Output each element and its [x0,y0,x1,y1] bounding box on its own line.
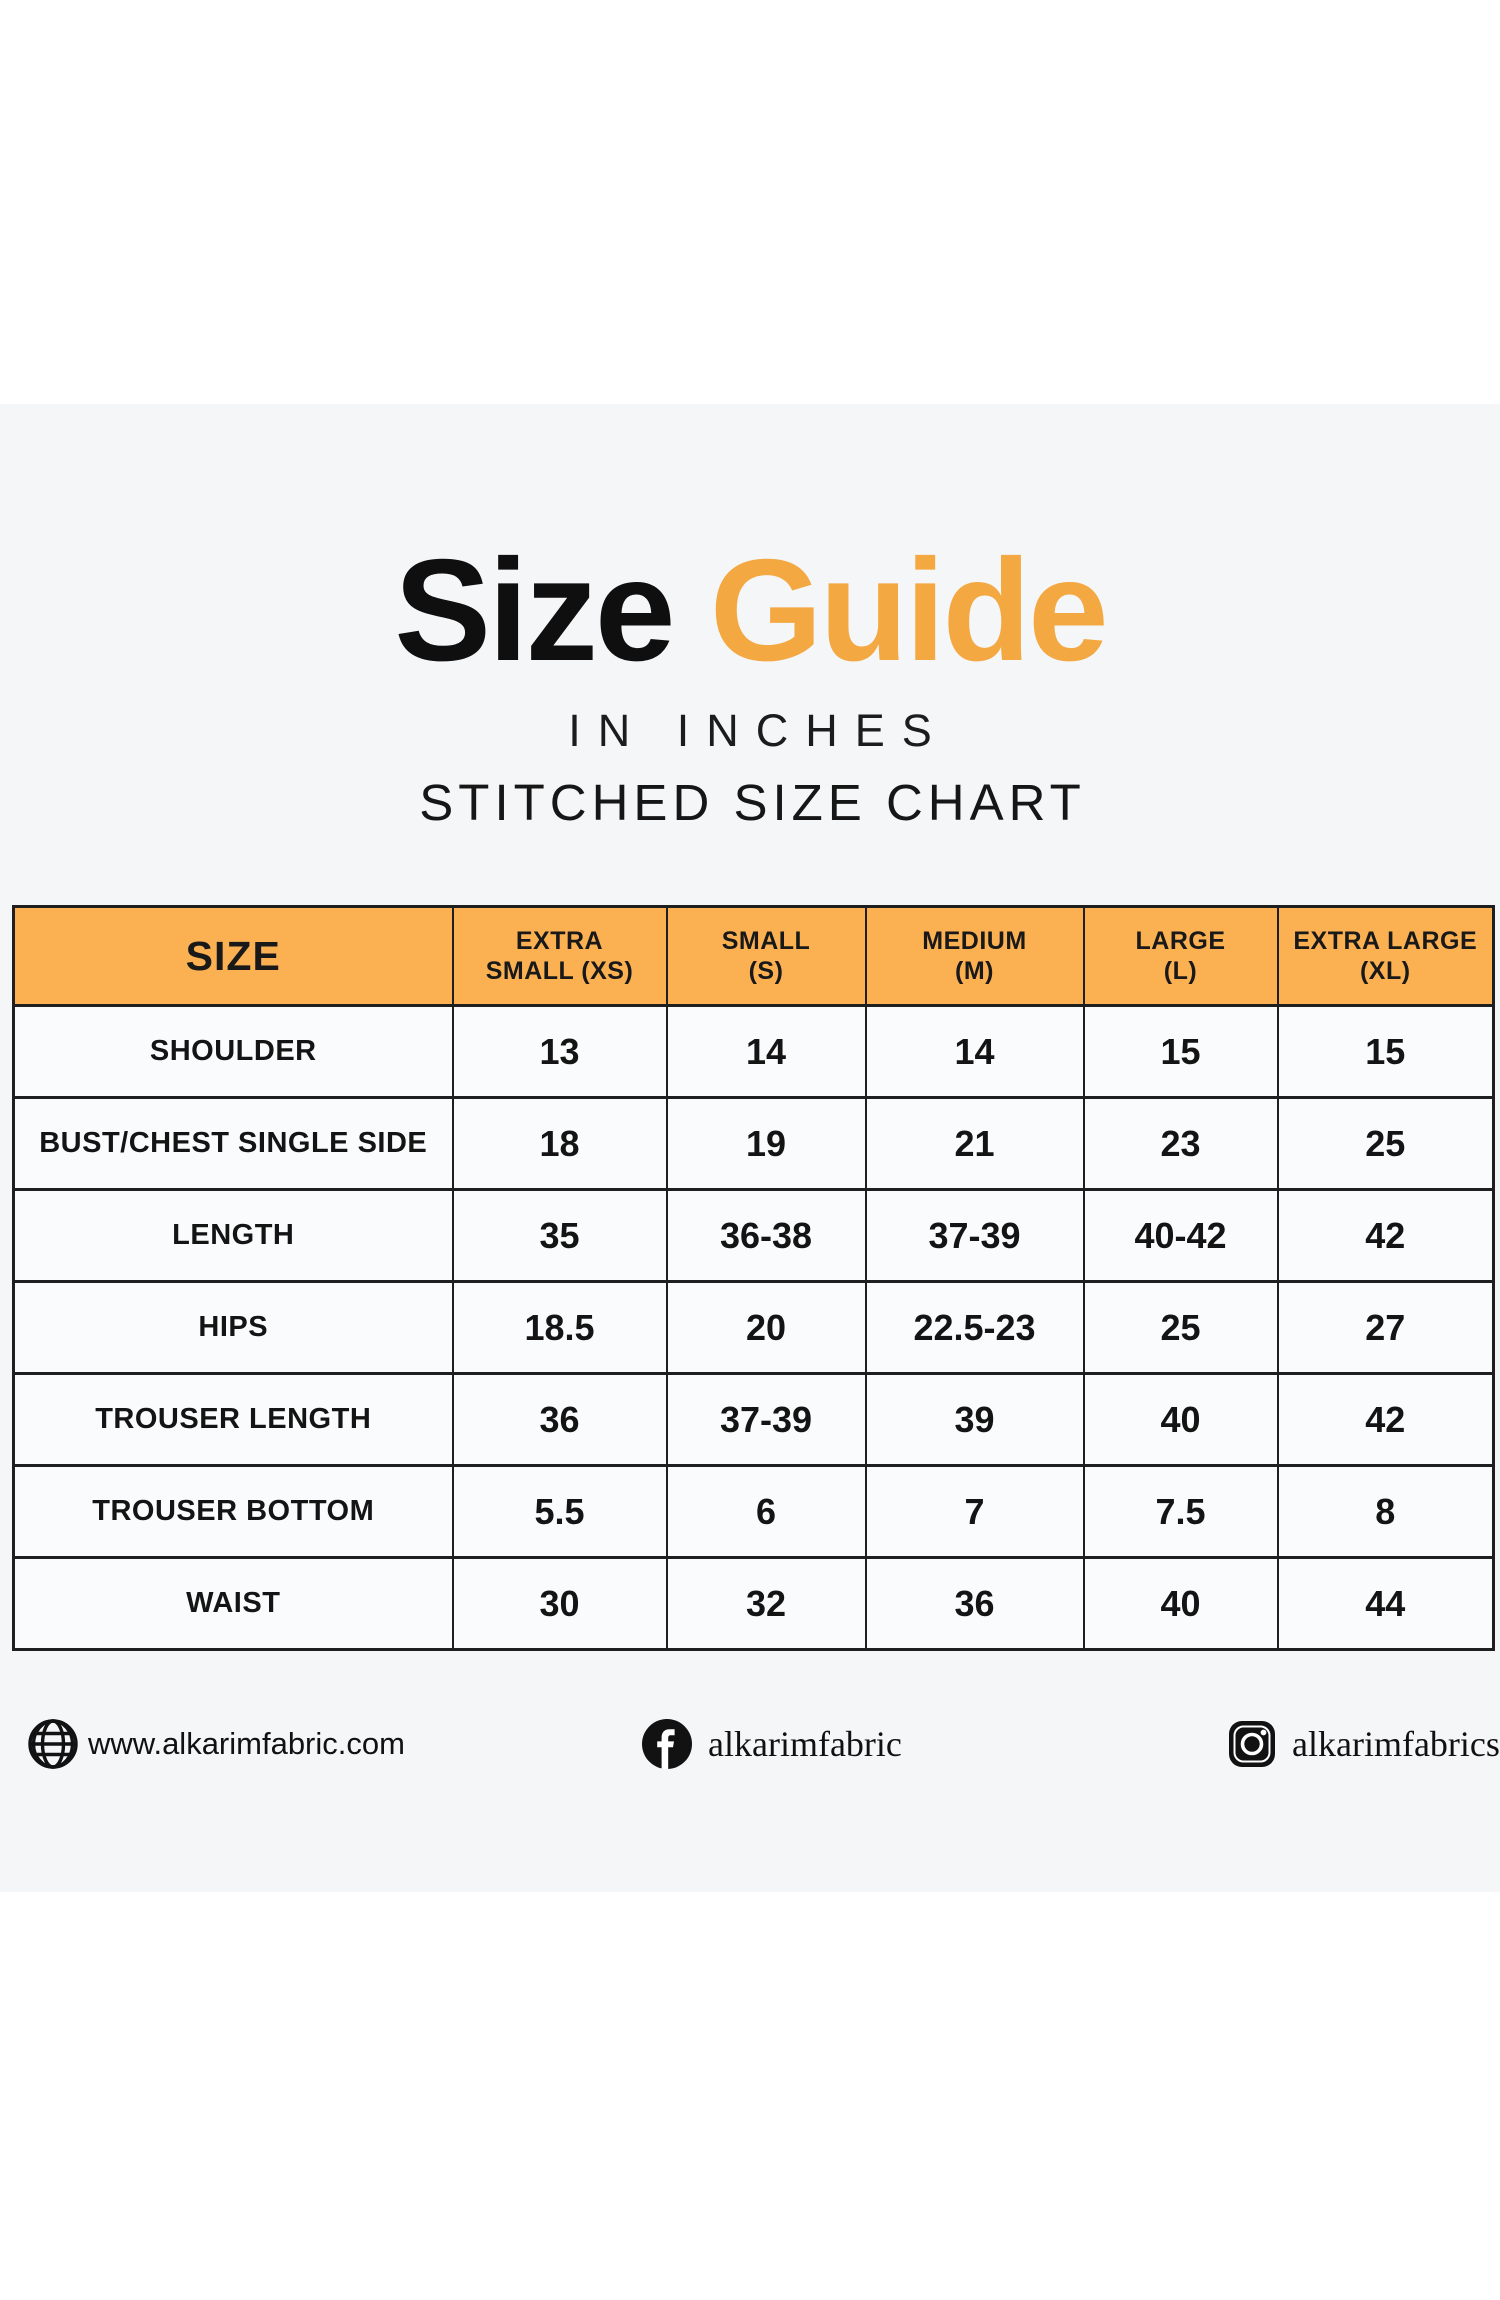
size-value: 40 [1082,1556,1279,1651]
size-value: 36 [451,1372,668,1467]
website-url: www.alkarimfabric.com [88,1726,405,1761]
size-value: 22.5-23 [864,1280,1085,1375]
table-row: WAIST 30 32 36 40 44 [12,1556,1495,1651]
measurement-label: TROUSER BOTTOM [12,1464,454,1559]
instagram-contact: alkarimfabrics [1226,1700,1500,1788]
size-value: 18 [451,1096,668,1191]
size-value: 32 [665,1556,867,1651]
measurement-label: BUST/CHEST SINGLE SIDE [12,1096,454,1191]
measurement-label: SHOULDER [12,1004,454,1099]
measurement-label: HIPS [12,1280,454,1375]
size-value: 15 [1082,1004,1279,1099]
size-value: 7 [864,1464,1085,1559]
column-header-medium: MEDIUM (M) [864,905,1085,1007]
facebook-handle: alkarimfabric [708,1724,902,1764]
size-value: 7.5 [1082,1464,1279,1559]
size-value: 18.5 [451,1280,668,1375]
size-value: 20 [665,1280,867,1375]
size-value: 25 [1276,1096,1495,1191]
size-value: 36-38 [665,1188,867,1283]
table-row: HIPS 18.5 20 22.5-23 25 27 [12,1280,1495,1375]
size-value: 37-39 [665,1372,867,1467]
column-header-extra-large: EXTRA LARGE (XL) [1276,905,1495,1007]
table-row: TROUSER BOTTOM 5.5 6 7 7.5 8 [12,1464,1495,1559]
table-row: TROUSER LENGTH 36 37-39 39 40 42 [12,1372,1495,1467]
size-value: 36 [864,1556,1085,1651]
size-value: 6 [665,1464,867,1559]
size-value: 42 [1276,1372,1495,1467]
instagram-icon [1229,1721,1275,1767]
size-value: 21 [864,1096,1085,1191]
measurement-label: WAIST [12,1556,454,1651]
size-value: 40 [1082,1372,1279,1467]
title-word-guide: Guide [709,529,1109,691]
facebook-icon [642,1719,692,1769]
size-chart-table: SIZE EXTRA SMALL (XS) SMALL (S) MEDIUM (… [12,905,1495,1651]
subtitle-chart: STITCHED SIZE CHART [419,774,1086,831]
size-value: 44 [1276,1556,1495,1651]
facebook-contact: alkarimfabric [640,1700,902,1788]
content-band: Size Guide IN INCHES STITCHED SIZE CHART… [0,404,1500,1892]
size-value: 14 [864,1004,1085,1099]
size-value: 8 [1276,1464,1495,1559]
size-value: 13 [451,1004,668,1099]
size-value: 42 [1276,1188,1495,1283]
subtitle-units: IN INCHES [568,705,949,756]
column-header-extra-small: EXTRA SMALL (XS) [451,905,668,1007]
column-header-small: SMALL (S) [665,905,867,1007]
column-header-size: SIZE [12,905,454,1007]
title-block: Size Guide IN INCHES STITCHED SIZE CHART [0,538,1500,832]
instagram-handle: alkarimfabrics [1292,1724,1500,1764]
size-value: 23 [1082,1096,1279,1191]
table-row: SHOULDER 13 14 14 15 15 [12,1004,1495,1099]
title-word-size: Size [394,529,675,691]
column-header-large: LARGE (L) [1082,905,1279,1007]
table-row: LENGTH 35 36-38 37-39 40-42 42 [12,1188,1495,1283]
size-value: 19 [665,1096,867,1191]
size-chart-body: SHOULDER 13 14 14 15 15 BUST/CHEST SINGLE SIDE… [12,1004,1495,1651]
measurement-label: TROUSER LENGTH [12,1372,454,1467]
size-value: 30 [451,1556,668,1651]
footer: www.alkarimfabric.com alkarimfabric alka… [0,1700,1500,1788]
size-value: 40-42 [1082,1188,1279,1283]
globe-icon [28,1719,78,1769]
size-value: 39 [864,1372,1085,1467]
website-contact: www.alkarimfabric.com [26,1700,405,1788]
measurement-label: LENGTH [12,1188,454,1283]
table-row: BUST/CHEST SINGLE SIDE 18 19 21 23 25 [12,1096,1495,1191]
size-value: 15 [1276,1004,1495,1099]
size-value: 14 [665,1004,867,1099]
header-row: SIZE EXTRA SMALL (XS) SMALL (S) MEDIUM (… [12,905,1495,1007]
size-value: 5.5 [451,1464,668,1559]
size-value: 37-39 [864,1188,1085,1283]
size-value: 25 [1082,1280,1279,1375]
page-title: Size Guide [0,538,1500,683]
size-value: 35 [451,1188,668,1283]
size-value: 27 [1276,1280,1495,1375]
